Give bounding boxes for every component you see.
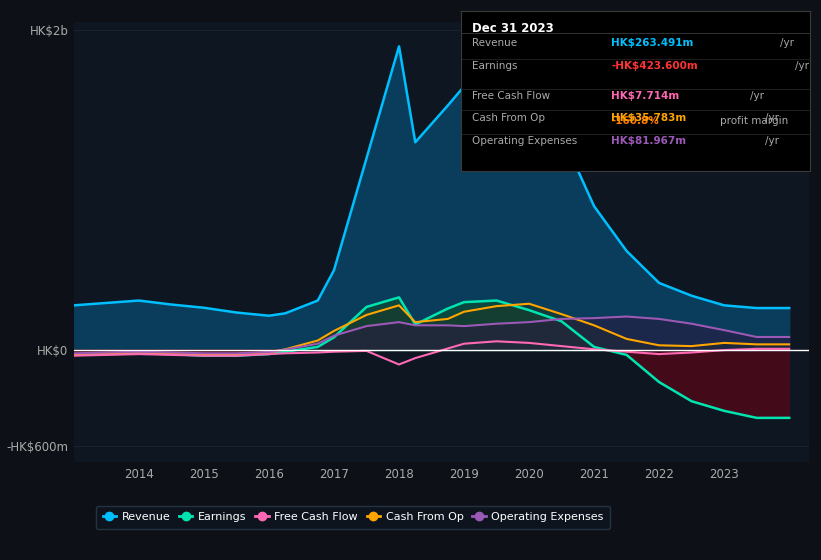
Text: -160.8%: -160.8% xyxy=(612,116,659,126)
Text: /yr: /yr xyxy=(780,38,794,48)
Text: /yr: /yr xyxy=(795,62,809,72)
Text: Revenue: Revenue xyxy=(472,38,517,48)
Text: Free Cash Flow: Free Cash Flow xyxy=(472,91,550,101)
Text: profit margin: profit margin xyxy=(720,116,788,126)
Text: HK$81.967m: HK$81.967m xyxy=(612,137,686,147)
Text: /yr: /yr xyxy=(765,113,779,123)
Text: Cash From Op: Cash From Op xyxy=(472,113,545,123)
Text: Earnings: Earnings xyxy=(472,62,517,72)
Text: /yr: /yr xyxy=(765,137,779,147)
Text: HK$263.491m: HK$263.491m xyxy=(612,38,694,48)
Text: /yr: /yr xyxy=(750,91,764,101)
Text: HK$35.783m: HK$35.783m xyxy=(612,113,686,123)
Text: HK$7.714m: HK$7.714m xyxy=(612,91,680,101)
Legend: Revenue, Earnings, Free Cash Flow, Cash From Op, Operating Expenses: Revenue, Earnings, Free Cash Flow, Cash … xyxy=(96,506,610,529)
Text: Operating Expenses: Operating Expenses xyxy=(472,137,577,147)
Text: -HK$423.600m: -HK$423.600m xyxy=(612,62,698,72)
Text: Dec 31 2023: Dec 31 2023 xyxy=(472,22,553,35)
